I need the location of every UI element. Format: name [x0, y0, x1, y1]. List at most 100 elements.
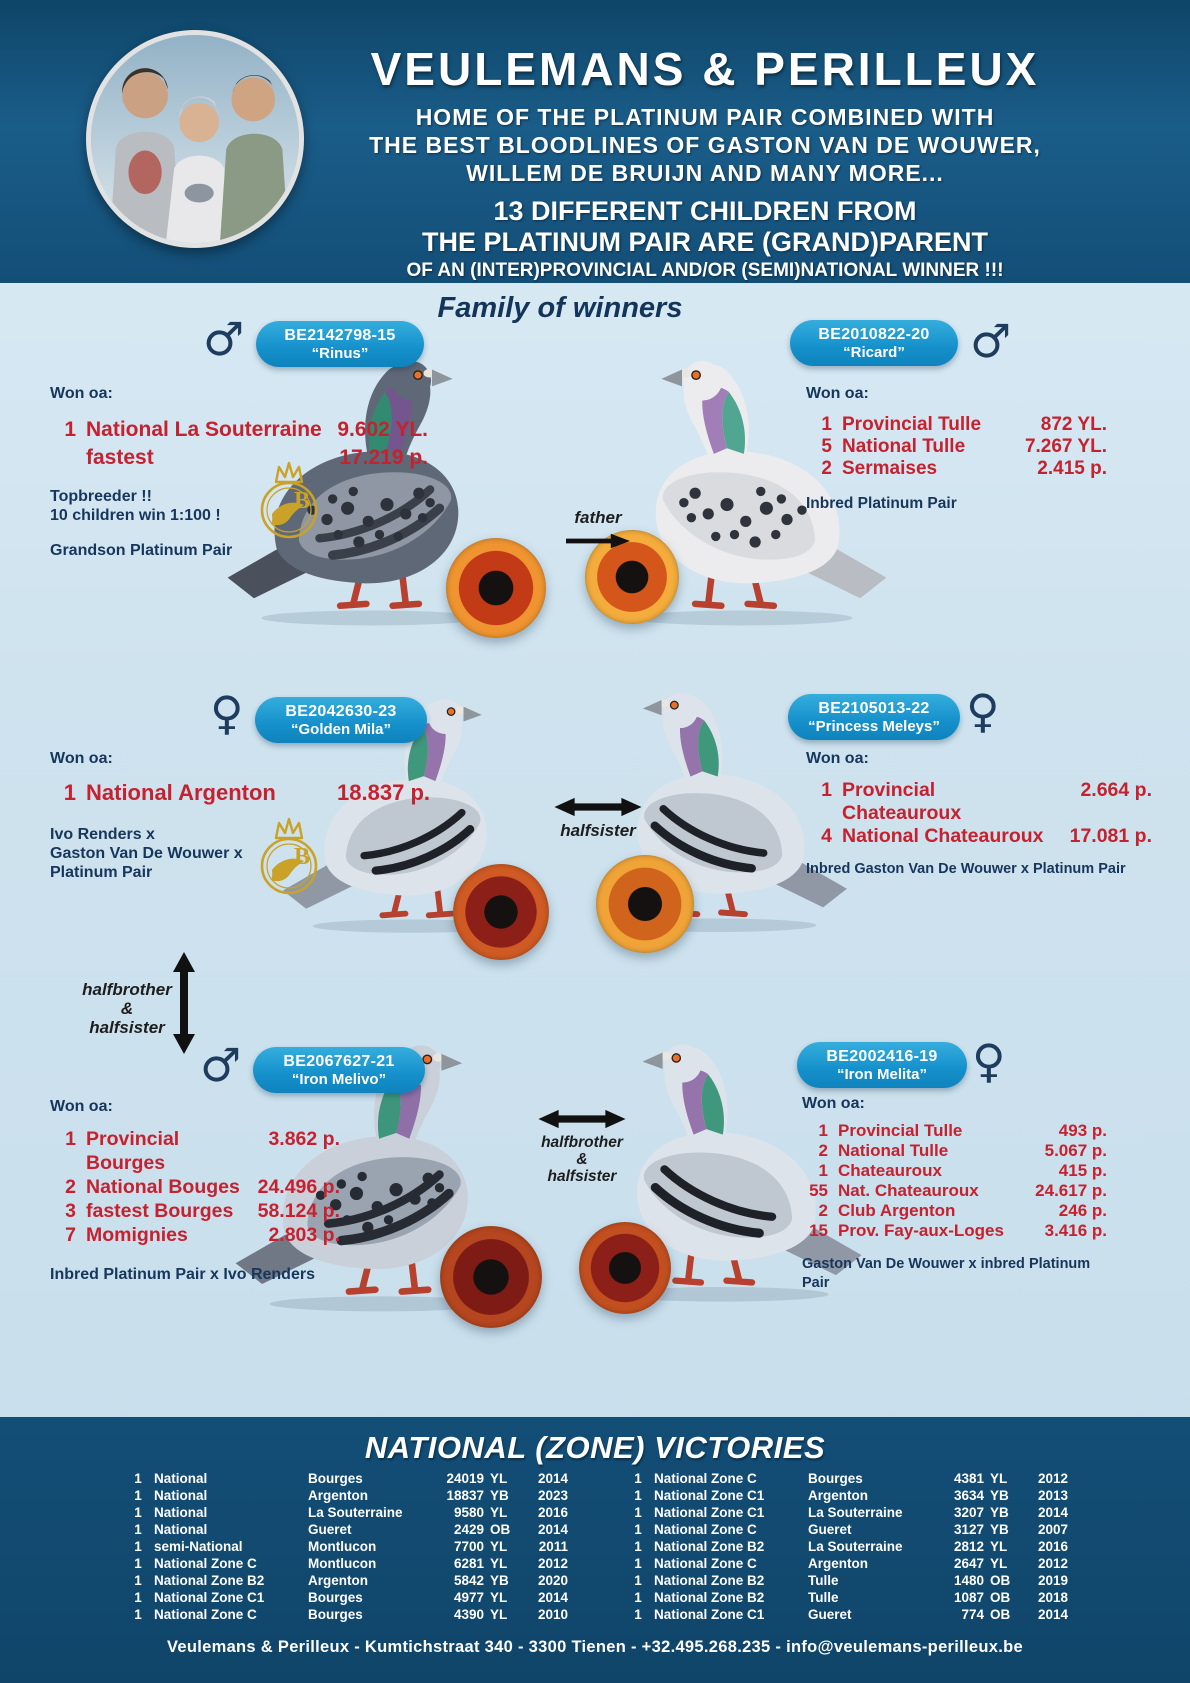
victory-category: OB	[990, 1607, 1011, 1622]
won-label: Won oa:	[50, 385, 113, 402]
pedigree-line: Inbred Platinum Pair x Ivo Renders	[50, 1266, 315, 1283]
ring-number: BE2142798-15	[284, 326, 396, 344]
victory-result: 774	[961, 1607, 984, 1622]
header: VEULEMANS & PERILLEUX HOME OF THE PLATIN…	[0, 0, 1190, 283]
header-subtitle-line: HOME OF THE PLATINUM PAIR COMBINED WITH	[415, 104, 995, 130]
pigeon-info-ricard: Won oa: 1 Provincial Tulle 872 YL. 5 Nationa…	[806, 385, 1107, 513]
result-value: 24.617 p.	[1035, 1181, 1107, 1200]
relation-label: halfsister	[560, 821, 636, 840]
family-of-winners-title: Family of winners	[437, 292, 683, 324]
victory-result: 6281	[453, 1556, 484, 1571]
victory-row: 1 semi-National Montlucon 7700 YL 2011	[128, 1538, 568, 1555]
victory-race-place: Argenton	[808, 1556, 868, 1571]
pigeon-info-golden-mila: Won oa: 1 National Argenton 18.837 p. Ivo …	[50, 750, 430, 882]
victory-category: YL	[990, 1471, 1008, 1486]
victory-category: YL	[490, 1539, 508, 1554]
victory-race-place: Argenton	[308, 1488, 368, 1503]
victory-race-place: Montlucon	[308, 1539, 377, 1554]
victory-year: 2014	[537, 1590, 568, 1605]
victory-race-place: Argenton	[308, 1573, 368, 1588]
ring-number: BE2002416-19	[826, 1047, 938, 1065]
result-value: 3.862 p.	[268, 1128, 340, 1150]
relation-father: father	[552, 508, 644, 550]
male-icon: ♂	[970, 314, 1012, 368]
relation-label: halfbrother	[541, 1134, 623, 1151]
victory-row: 1 National Zone C Bourges 4381 YL 2012	[628, 1470, 1068, 1487]
victory-category: YB	[990, 1522, 1009, 1537]
pedigree-line: Gaston Van De Wouwer x inbred Platinum P…	[802, 1256, 1091, 1291]
victory-count: 1	[634, 1505, 642, 1520]
pigeon-eye-photo	[453, 864, 549, 960]
victory-row: 1 National Zone B2 Tulle 1087 OB 2018	[628, 1589, 1068, 1606]
result-race: Provincial Bourges	[86, 1128, 180, 1174]
result-race: fastest	[86, 446, 154, 469]
victory-result: 3127	[953, 1522, 984, 1537]
pedigree: Inbred Gaston Van De Wouwer x Platinum P…	[806, 860, 1152, 879]
pigeon-name: “Golden Mila”	[290, 720, 391, 738]
victory-row: 1 National Zone C1 Gueret 774 OB 2014	[628, 1606, 1068, 1623]
victory-count: 1	[134, 1505, 142, 1520]
victory-race-type: National Zone B2	[654, 1539, 765, 1554]
victory-count: 1	[134, 1539, 142, 1554]
header-highlight-line: OF AN (INTER)PROVINCIAL AND/OR (SEMI)NAT…	[406, 260, 1004, 281]
victory-race-type: National Zone C1	[654, 1607, 765, 1622]
victory-year: 2012	[1037, 1471, 1068, 1486]
result-value: 17.081 p.	[1069, 825, 1152, 847]
victory-race-type: National	[154, 1471, 208, 1486]
victory-race-place: Gueret	[808, 1607, 852, 1622]
victory-race-place: La Souterraine	[808, 1505, 903, 1520]
female-icon: ♀	[210, 686, 244, 740]
won-label: Won oa:	[50, 1098, 113, 1115]
victory-race-place: Montlucon	[308, 1556, 377, 1571]
relation-lines: halfbrother & halfsister	[522, 1134, 642, 1185]
victory-result: 1480	[953, 1573, 984, 1588]
result-race: Momignies	[86, 1224, 188, 1246]
pigeon-eye-photo	[446, 538, 546, 638]
result-value: 17.219 p.	[339, 446, 428, 469]
breeders-photo-image	[91, 35, 299, 243]
result-value: 3.416 p.	[1044, 1221, 1107, 1240]
victory-race-place: La Souterraine	[308, 1505, 403, 1520]
victory-race-place: Gueret	[308, 1522, 352, 1537]
victory-race-place: Gueret	[808, 1522, 852, 1537]
victory-row: 1 National Zone C Montlucon 6281 YL 2012	[128, 1555, 568, 1572]
result-race: Provincial Chateauroux	[842, 779, 962, 824]
pigeon-eye-photo	[440, 1226, 542, 1328]
result-value: 18.837 p.	[337, 780, 430, 805]
victory-row: 1 National Zone C Gueret 3127 YB 2007	[628, 1521, 1068, 1538]
victory-category: YB	[990, 1505, 1009, 1520]
victories-title: NATIONAL (ZONE) VICTORIES	[364, 1430, 826, 1465]
result-race: Prov. Fay-aux-Loges	[838, 1221, 1004, 1240]
results-list: 1 Provincial Tulle 872 YL. 5 National Tulle 7…	[806, 414, 1107, 480]
result-race: Nat. Chateauroux	[838, 1181, 979, 1200]
victory-race-type: National	[154, 1505, 208, 1520]
victory-row: 1 National Zone C1 Bourges 4977 YL 2014	[128, 1589, 568, 1606]
pigeon-name: “Ricard”	[843, 343, 905, 361]
victory-row: 1 National Zone B2 La Souterraine 2812 Y…	[628, 1538, 1068, 1555]
result-rank: 3	[65, 1200, 76, 1222]
results-list: 1 Provincial Chateauroux 2.664 p. 4 National…	[806, 779, 1152, 848]
pedigree: Inbred Platinum Pair	[806, 494, 1107, 513]
victory-race-type: National Zone B2	[654, 1590, 765, 1605]
result-race: National Bouges	[86, 1176, 240, 1198]
victory-race-type: National Zone B2	[154, 1573, 265, 1588]
victory-category: YL	[490, 1471, 508, 1486]
victory-category: YL	[990, 1539, 1008, 1554]
results-list: 1 National La Souterraine 9.602 YL. fastest…	[50, 416, 428, 472]
victory-count: 1	[134, 1488, 142, 1503]
victory-count: 1	[634, 1522, 642, 1537]
ring-number: BE2042630-23	[285, 702, 397, 720]
victory-year: 2013	[1037, 1488, 1068, 1503]
victory-year: 2014	[537, 1471, 568, 1486]
header-highlight: 13 DIFFERENT CHILDREN FROM THE PLATINUM P…	[300, 196, 1110, 283]
victory-category: YL	[490, 1556, 508, 1571]
pigeon-info-iron-melivo: Won oa: 1 Provincial Bourges 3.862 p. 2 Nati…	[50, 1098, 340, 1284]
relation-halfsister: halfsister	[548, 796, 648, 840]
victory-result: 2647	[953, 1556, 984, 1571]
result-rank: 2	[821, 458, 832, 479]
double-arrow-vertical-icon	[173, 952, 195, 1054]
result-race: Chateauroux	[838, 1161, 942, 1180]
victory-result: 4381	[953, 1471, 984, 1486]
result-rank: 7	[65, 1224, 76, 1246]
pigeon-eye-photo	[585, 530, 679, 624]
